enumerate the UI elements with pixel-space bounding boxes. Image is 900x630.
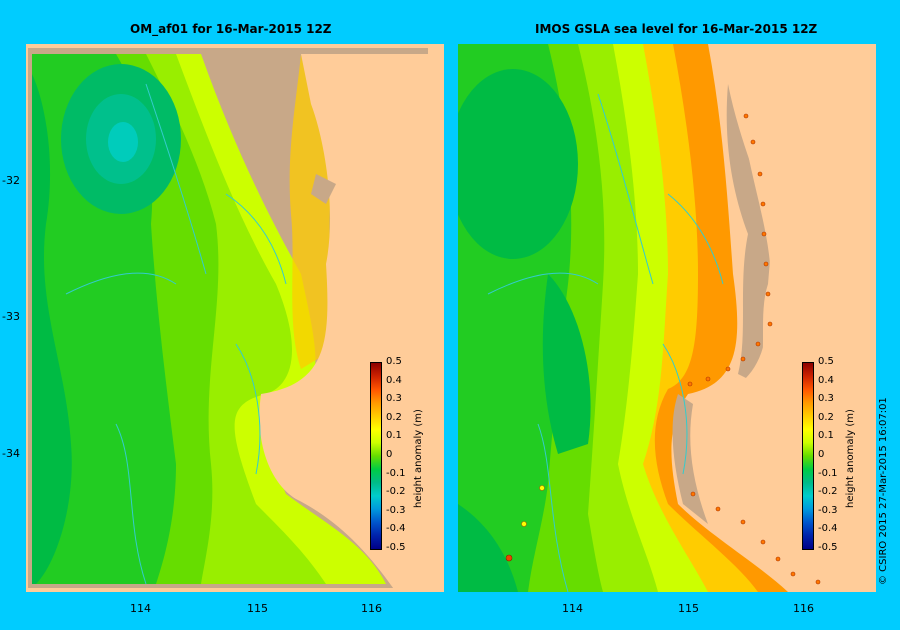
colorbar-left-tick-2: 0.3 [386, 393, 402, 405]
copyright-text: © CSIRO 2015 27-Mar-2015 16:07:01 [878, 397, 889, 585]
colorbar-right-tick-7: -0.2 [818, 486, 838, 498]
colorbar-right-tick-1: 0.4 [818, 374, 834, 386]
colorbar-right-tick-10: -0.5 [818, 542, 838, 553]
panel-title-observed: IMOS GSLA sea level for 16-Mar-2015 12Z [535, 22, 818, 36]
colorbar-right-title: height anomaly (m) [845, 409, 856, 508]
colorbar-right-tick-3: 0.2 [818, 411, 834, 423]
colorbar-left-tick-10: -0.5 [386, 542, 406, 553]
lon-tick-left-2: 115 [247, 602, 268, 615]
colorbar-right [802, 362, 814, 550]
colorbar-left [370, 362, 382, 550]
colorbar-right-tick-6: -0.1 [818, 467, 838, 479]
colorbar-left-tick-5: 0 [386, 449, 393, 460]
colorbar-left-tick-8: -0.3 [386, 504, 406, 516]
lat-tick-left-1: -32 [2, 174, 20, 187]
map-observed [458, 44, 876, 592]
colorbar-right-tick-4: 0.1 [818, 430, 834, 442]
panel-title-model: OM_af01 for 16-Mar-2015 12Z [130, 22, 332, 36]
colorbar-right-tick-9: -0.4 [818, 523, 838, 535]
lon-tick-left-1: 114 [130, 602, 151, 615]
colorbar-left-tick-6: -0.1 [386, 467, 406, 479]
colorbar-left-tick-0: 0.5 [386, 356, 402, 367]
lon-tick-right-2: 115 [678, 602, 699, 615]
lat-tick-left-3: -34 [2, 447, 20, 460]
colorbar-left-tick-4: 0.1 [386, 430, 402, 442]
lat-tick-left-2: -33 [2, 310, 20, 323]
colorbar-right-tick-0: 0.5 [818, 356, 834, 367]
colorbar-left-tick-7: -0.2 [386, 486, 406, 498]
colorbar-right-tick-2: 0.3 [818, 393, 834, 405]
map-model [26, 44, 444, 592]
colorbar-right-tick-8: -0.3 [818, 504, 838, 516]
colorbar-left-tick-9: -0.4 [386, 523, 406, 535]
lon-tick-right-3: 116 [793, 602, 814, 615]
lon-tick-left-3: 116 [361, 602, 382, 615]
colorbar-right-tick-5: 0 [818, 449, 825, 460]
lon-tick-right-1: 114 [562, 602, 583, 615]
colorbar-left-title: height anomaly (m) [413, 409, 424, 508]
colorbar-left-tick-1: 0.4 [386, 374, 402, 386]
colorbar-left-tick-3: 0.2 [386, 411, 402, 423]
